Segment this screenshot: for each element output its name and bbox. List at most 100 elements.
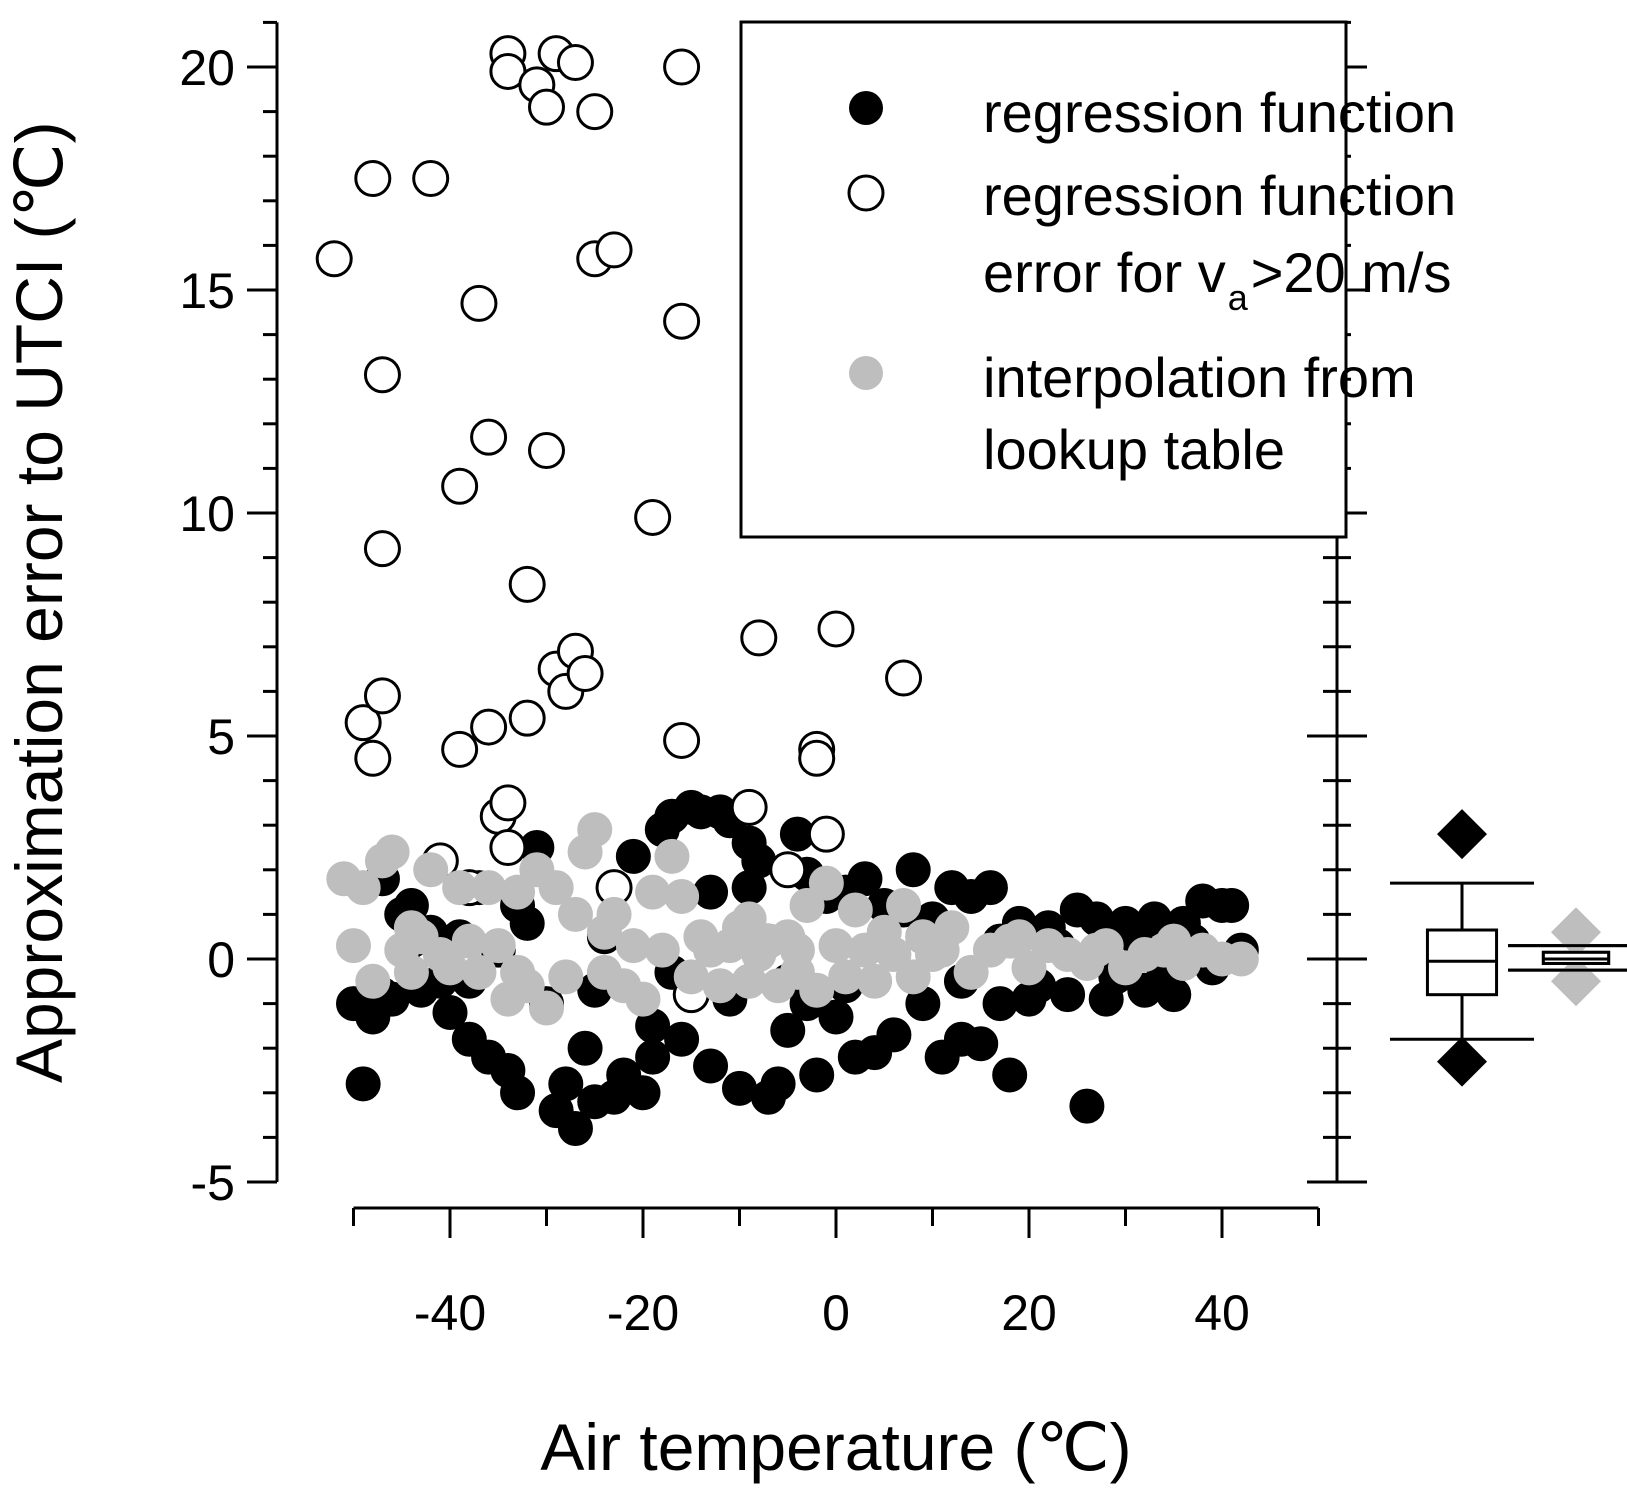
data-point <box>508 565 546 603</box>
legend-label: lookup table <box>983 418 1285 481</box>
data-point <box>586 914 622 950</box>
data-point <box>963 1026 999 1062</box>
legend: regression function regression function er… <box>739 20 1456 539</box>
data-point <box>432 995 468 1031</box>
data-point <box>760 1066 796 1102</box>
data-point <box>1156 923 1192 959</box>
data-point <box>500 874 536 910</box>
data-point <box>461 954 497 990</box>
data-point <box>1223 941 1259 977</box>
data-point <box>769 851 807 889</box>
data-point <box>393 954 429 990</box>
data-point <box>354 739 392 777</box>
data-point <box>982 986 1018 1022</box>
data-point <box>315 240 353 278</box>
side-boxplots <box>1390 809 1627 1087</box>
box-extreme-marker <box>1437 1036 1487 1087</box>
data-point <box>471 870 507 906</box>
legend-label-subscript: a <box>1228 277 1249 318</box>
data-point <box>731 901 767 937</box>
data-point <box>441 730 479 768</box>
data-point <box>480 928 516 964</box>
data-point <box>500 1075 536 1111</box>
data-point <box>779 954 815 990</box>
data-point <box>807 815 845 853</box>
x-tick-label: 40 <box>1194 1285 1250 1341</box>
data-point <box>663 302 701 340</box>
data-point <box>817 610 855 648</box>
data-point <box>625 1075 661 1111</box>
data-point <box>992 1057 1028 1093</box>
data-point <box>972 870 1008 906</box>
legend-marker-regression <box>849 91 883 125</box>
data-point <box>489 784 527 822</box>
y-tick-label: -5 <box>191 1155 235 1211</box>
y-tick-label: 15 <box>179 263 235 319</box>
data-point <box>1069 1088 1105 1124</box>
data-point <box>557 896 593 932</box>
x-tick-label: 0 <box>822 1285 850 1341</box>
data-point <box>635 1039 671 1075</box>
legend-marker-open <box>847 174 885 212</box>
data-point <box>953 954 989 990</box>
data-point <box>615 838 651 874</box>
data-point <box>508 699 546 737</box>
data-point <box>818 928 854 964</box>
data-point <box>413 852 449 888</box>
data-point <box>654 838 690 874</box>
data-point <box>740 619 778 657</box>
data-point <box>799 1057 835 1093</box>
data-point <box>460 284 498 322</box>
data-point <box>635 874 671 910</box>
data-point <box>441 467 479 505</box>
data-point <box>529 990 564 1026</box>
data-point <box>693 1048 729 1084</box>
legend-label: interpolation from <box>983 346 1416 409</box>
box-extreme-marker <box>1437 809 1487 860</box>
data-point <box>693 874 729 910</box>
data-point <box>885 659 923 697</box>
data-point <box>538 870 574 906</box>
data-point <box>566 655 604 693</box>
data-point <box>1001 919 1037 955</box>
data-point <box>730 788 768 826</box>
data-point <box>363 530 401 568</box>
data-point <box>663 721 701 759</box>
data-point <box>470 418 508 456</box>
data-point <box>577 812 613 848</box>
data-point <box>837 892 873 928</box>
data-point <box>702 968 738 1004</box>
legend-label: error for v <box>983 241 1226 304</box>
data-point <box>345 1066 381 1102</box>
data-point <box>634 498 672 536</box>
data-point <box>548 959 584 995</box>
data-point <box>354 160 392 197</box>
y-tick-label: 20 <box>179 40 235 96</box>
data-point <box>644 932 680 968</box>
data-point <box>876 937 912 973</box>
data-point <box>798 739 836 777</box>
x-tick-label: 20 <box>1001 1285 1057 1341</box>
data-point <box>770 1012 806 1048</box>
data-point <box>808 865 844 901</box>
data-point <box>625 981 661 1017</box>
data-point <box>489 829 527 866</box>
legend-marker-interpolation <box>849 356 883 390</box>
data-point <box>663 48 701 86</box>
data-point <box>576 93 614 131</box>
x-tick-label: -40 <box>414 1285 486 1341</box>
data-point <box>895 852 931 888</box>
data-point <box>363 677 401 715</box>
data-point <box>470 708 508 746</box>
data-point <box>664 879 700 915</box>
data-point <box>664 1021 700 1057</box>
data-point <box>528 432 565 470</box>
legend-label: regression function <box>983 164 1456 227</box>
y-axis-title: Approximation error to UTCI (℃) <box>2 121 76 1083</box>
y-tick-label: 10 <box>179 486 235 542</box>
data-point <box>567 1030 603 1066</box>
data-point <box>528 88 565 126</box>
data-point <box>876 1017 912 1053</box>
data-point <box>548 1066 584 1102</box>
data-point <box>595 231 633 269</box>
